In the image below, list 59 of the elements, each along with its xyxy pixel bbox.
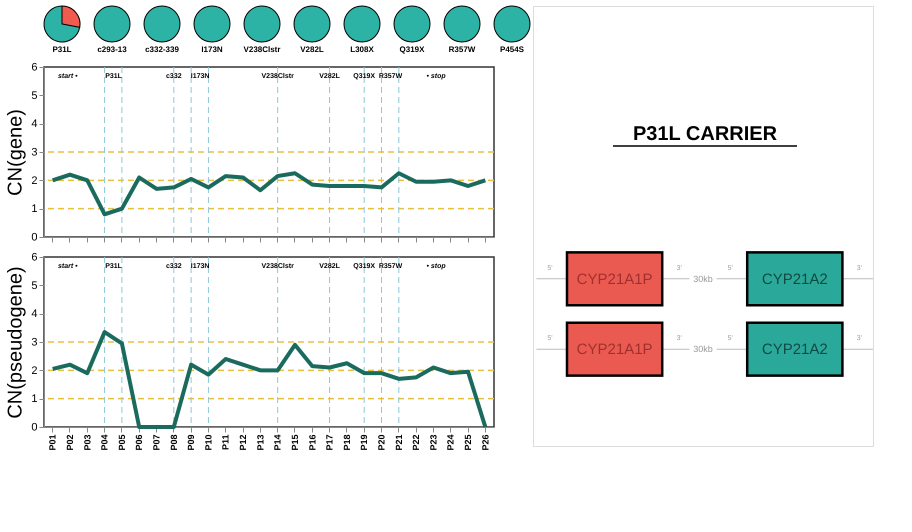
- text: CYP21A2: [762, 341, 828, 358]
- text: I173N: [201, 45, 223, 54]
- y-tick-label: 4: [31, 308, 38, 320]
- text: c293-13: [97, 45, 128, 54]
- x-tick-label: P26: [480, 434, 490, 451]
- y-tick-label: 6: [31, 62, 38, 74]
- y-tick-label: 1: [31, 203, 38, 216]
- text: Q319X: [400, 45, 426, 54]
- x-tick-label: P07: [152, 434, 162, 451]
- y-tick-label: 1: [31, 393, 38, 406]
- text: CYP21A2: [762, 270, 828, 288]
- x-tick-label: P06: [134, 434, 144, 451]
- x-tick-label: P01: [48, 434, 58, 451]
- x-tick-label: P19: [359, 434, 370, 451]
- y-tick-label: 0: [31, 422, 38, 434]
- y-tick-label: 3: [31, 146, 38, 158]
- y-tick-label: 3: [31, 336, 38, 348]
- x-tick-label: P12: [238, 434, 248, 451]
- text: 30kb: [693, 274, 713, 284]
- x-tick-label: P24: [446, 434, 456, 451]
- text: P31L: [52, 45, 72, 54]
- x-tick-label: P04: [100, 434, 110, 451]
- y-tick-label: 2: [31, 364, 38, 377]
- x-tick-label: P09: [186, 434, 196, 451]
- text: CYP21A1P: [576, 270, 653, 288]
- text: c332-339: [145, 45, 180, 54]
- y-tick-label: 0: [31, 232, 38, 244]
- x-tick-label: P23: [428, 434, 438, 451]
- text: V282L: [300, 45, 324, 54]
- text: V238Clstr: [244, 45, 280, 54]
- x-tick-label: P15: [290, 434, 300, 451]
- x-tick-label: P16: [307, 434, 318, 451]
- text: 30kb: [693, 344, 713, 354]
- y-tick-label: 5: [31, 90, 38, 102]
- x-tick-label: P22: [411, 434, 422, 451]
- x-tick-label: P25: [463, 434, 474, 451]
- x-tick-label: P13: [255, 434, 266, 451]
- y-tick-label: 5: [31, 280, 38, 292]
- text: P31L CARRIER: [632, 123, 778, 145]
- x-tick-label: P14: [272, 434, 283, 451]
- y-axis-title: CN(pseudogene): [4, 266, 26, 419]
- x-tick-label: P17: [324, 434, 335, 451]
- y-tick-label: 6: [31, 252, 38, 264]
- x-tick-label: P02: [64, 434, 75, 451]
- text: L308X: [350, 45, 374, 54]
- text: R357W: [448, 45, 476, 54]
- x-tick-label: P05: [116, 434, 127, 451]
- x-tick-label: P21: [394, 434, 404, 451]
- text: P454S: [500, 45, 525, 54]
- x-tick-label: P11: [220, 434, 231, 450]
- x-tick-label: P20: [376, 434, 386, 451]
- x-tick-label: P03: [82, 434, 92, 451]
- x-tick-label: P10: [203, 434, 214, 451]
- y-tick-label: 4: [31, 118, 38, 130]
- x-tick-label: P18: [342, 434, 352, 451]
- y-axis-title: CN(gene): [4, 109, 26, 196]
- text: CYP21A1P: [576, 341, 653, 358]
- y-tick-label: 2: [31, 174, 38, 187]
- x-tick-label: P08: [168, 434, 179, 451]
